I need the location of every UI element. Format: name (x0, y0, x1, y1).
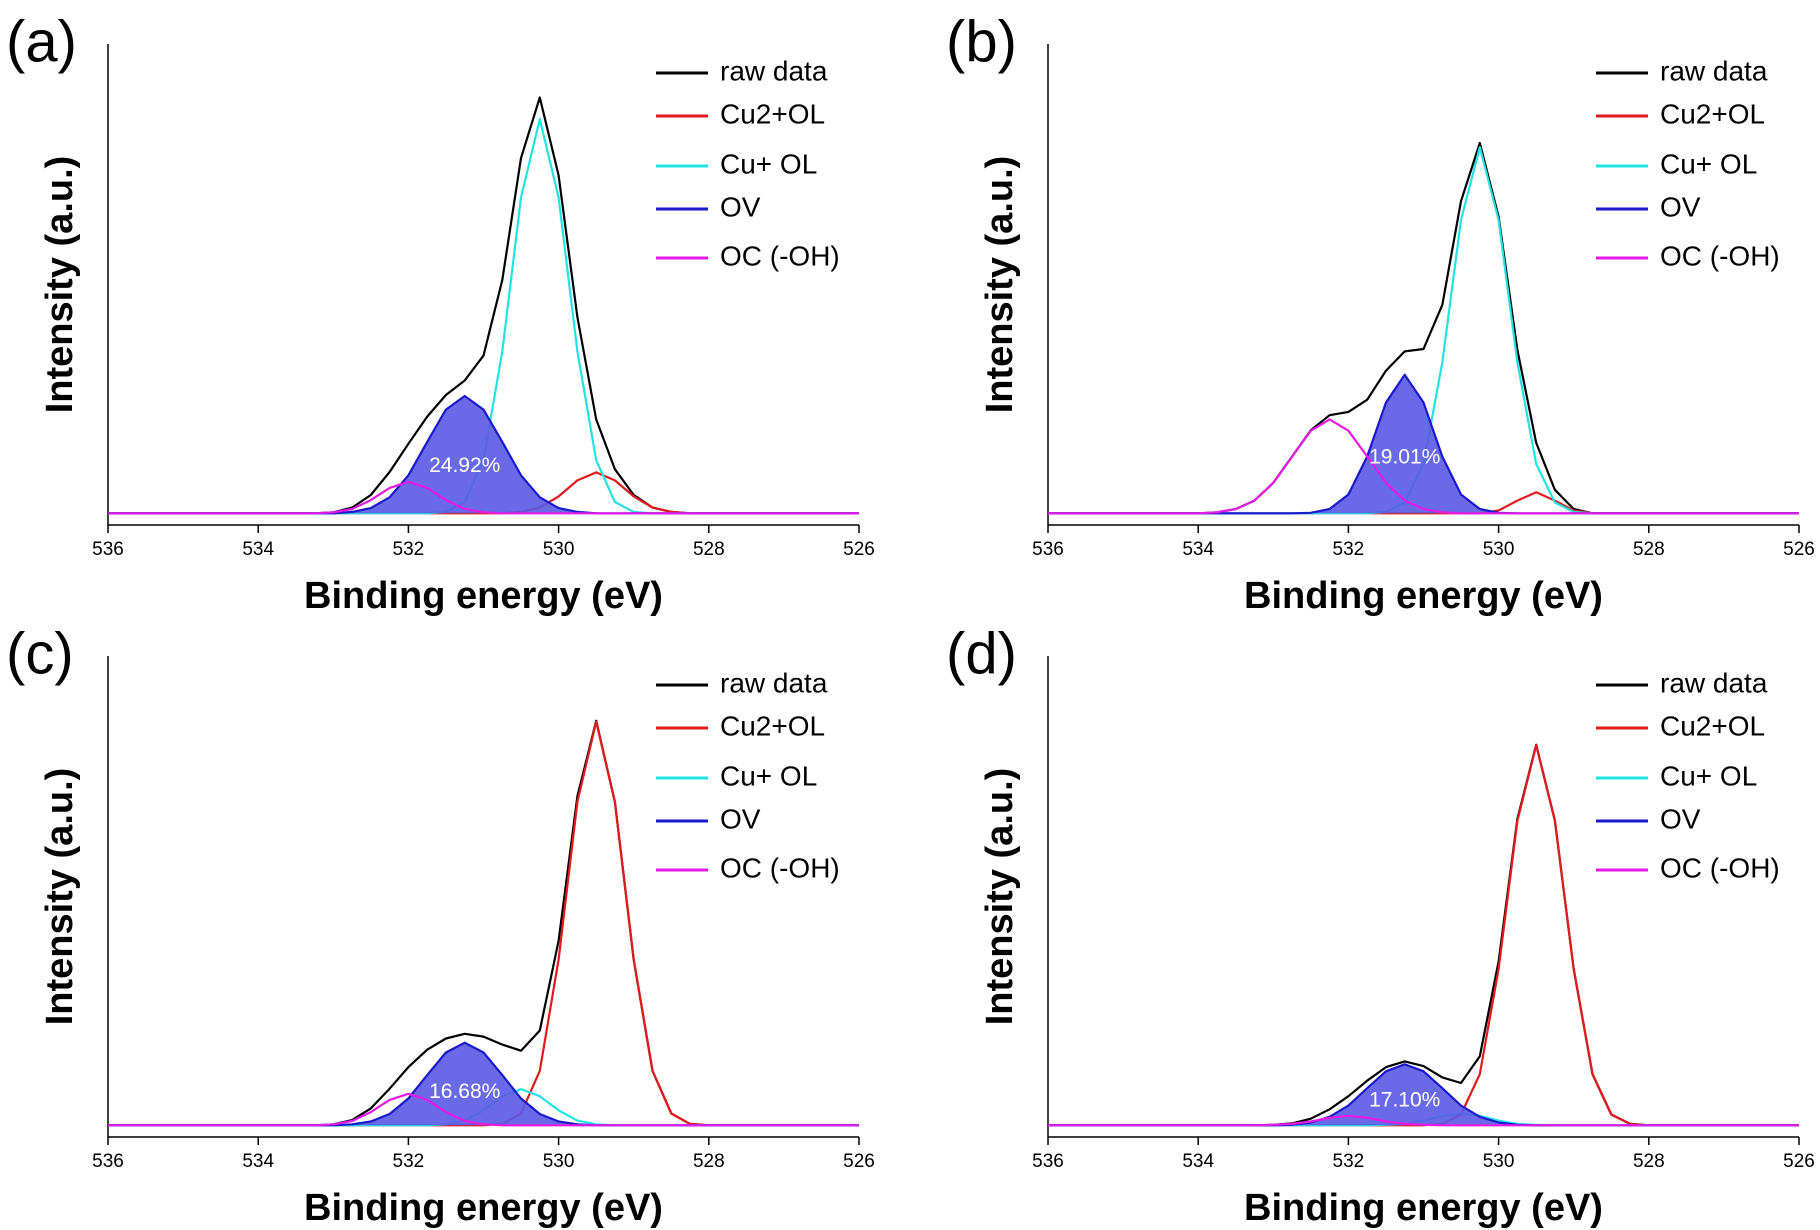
x-tick-label: 536 (92, 539, 124, 560)
y-axis-label: Intensity (a.u.) (39, 768, 81, 1026)
legend-label: raw data (720, 55, 828, 86)
area (108, 1042, 859, 1126)
y-axis-label: Intensity (a.u.) (979, 156, 1021, 414)
legend-label: OC (-OH) (1660, 852, 1780, 883)
annotation: 17.10% (1369, 1088, 1440, 1111)
annotation: 24.92% (429, 454, 500, 477)
annotation: 19.01% (1369, 445, 1440, 468)
panel-label: (c) (6, 621, 74, 686)
legend-label: raw data (1660, 55, 1768, 86)
legend-label: OC (-OH) (720, 240, 840, 271)
legend-label: OC (-OH) (1660, 240, 1780, 271)
x-tick-label: 526 (843, 1151, 875, 1172)
x-axis-label: Binding energy (eV) (1244, 1187, 1603, 1229)
annotation: 16.68% (429, 1080, 500, 1103)
area (1048, 374, 1799, 514)
legend-label: OV (720, 191, 761, 222)
x-tick-label: 534 (242, 1151, 274, 1172)
x-tick-label: 526 (1783, 539, 1815, 560)
area (108, 396, 859, 514)
x-tick-label: 528 (1633, 539, 1665, 560)
line (1048, 418, 1799, 515)
x-tick-label: 530 (543, 539, 575, 560)
x-axis-label: Binding energy (eV) (304, 1187, 663, 1229)
legend-label: Cu2+OL (720, 710, 825, 741)
x-tick-label: 534 (1182, 539, 1214, 560)
legend-label: OV (1660, 803, 1701, 834)
x-tick-label: 526 (843, 539, 875, 560)
x-tick-label: 528 (1633, 1151, 1665, 1172)
x-tick-label: 532 (1333, 1151, 1365, 1172)
line (1048, 743, 1799, 1127)
legend-label: Cu+ OL (1660, 760, 1757, 791)
legend-label: OV (720, 803, 761, 834)
x-tick-label: 536 (1032, 539, 1064, 560)
legend-label: Cu+ OL (720, 148, 817, 179)
y-axis-label: Intensity (a.u.) (39, 156, 81, 414)
x-tick-label: 534 (1182, 1151, 1214, 1172)
x-tick-label: 532 (1333, 539, 1365, 560)
x-tick-label: 530 (1483, 539, 1515, 560)
legend-label: OC (-OH) (720, 852, 840, 883)
legend-label: Cu+ OL (720, 760, 817, 791)
area (1048, 1064, 1799, 1126)
x-tick-label: 528 (693, 1151, 725, 1172)
x-tick-label: 536 (92, 1151, 124, 1172)
legend-label: Cu2+OL (720, 98, 825, 129)
x-tick-label: 530 (1483, 1151, 1515, 1172)
legend-label: Cu+ OL (1660, 148, 1757, 179)
line (108, 1092, 859, 1127)
panel-label: (b) (946, 9, 1017, 74)
line (1048, 1114, 1799, 1127)
legend-label: Cu2+OL (1660, 98, 1765, 129)
legend-label: Cu2+OL (1660, 710, 1765, 741)
legend-label: raw data (1660, 667, 1768, 698)
line (1048, 744, 1799, 1127)
legend-label: raw data (720, 667, 828, 698)
x-tick-label: 526 (1783, 1151, 1815, 1172)
line (108, 480, 859, 515)
x-tick-label: 536 (1032, 1151, 1064, 1172)
panel-label: (d) (946, 621, 1017, 686)
panel-label: (a) (6, 9, 77, 74)
x-tick-label: 534 (242, 539, 274, 560)
x-tick-label: 528 (693, 539, 725, 560)
x-axis-label: Binding energy (eV) (1244, 575, 1603, 617)
legend-label: OV (1660, 191, 1701, 222)
x-tick-label: 530 (543, 1151, 575, 1172)
x-axis-label: Binding energy (eV) (304, 575, 663, 617)
x-tick-label: 532 (393, 1151, 425, 1172)
x-tick-label: 532 (393, 539, 425, 560)
y-axis-label: Intensity (a.u.) (979, 768, 1021, 1026)
